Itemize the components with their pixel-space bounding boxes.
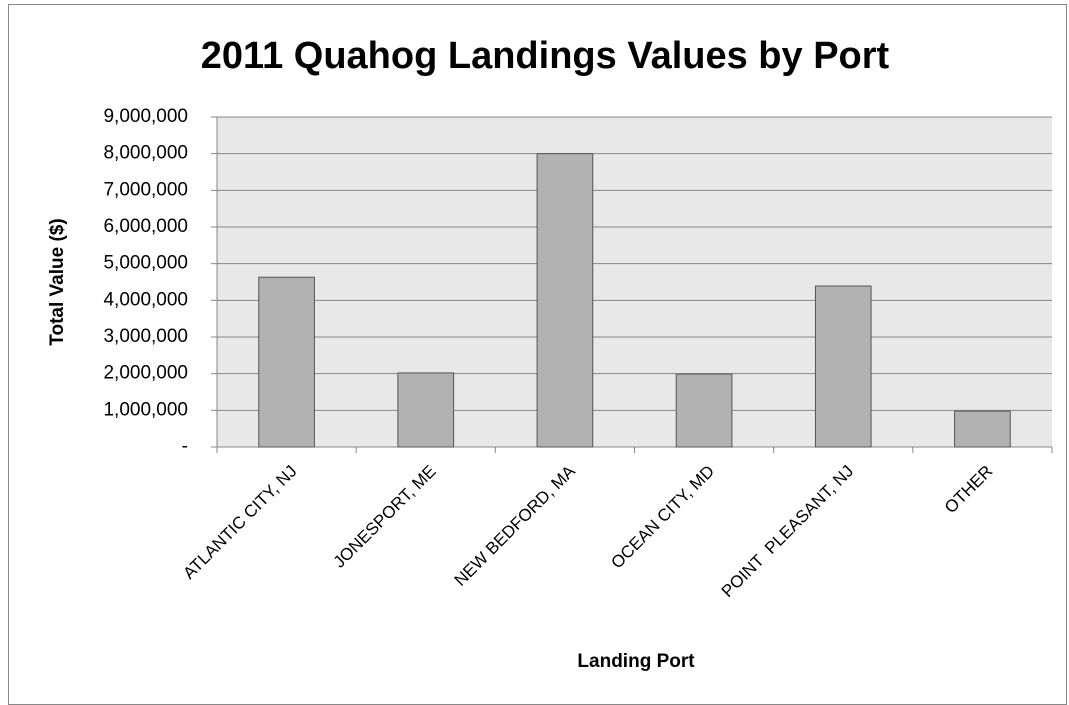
bar: [814, 285, 872, 448]
y-tick-label: 3,000,000: [103, 326, 188, 347]
bar: [675, 373, 733, 448]
y-tick-label: 2,000,000: [103, 363, 188, 384]
y-tick-label: -: [182, 436, 188, 457]
bar: [258, 276, 315, 448]
bar: [954, 410, 1011, 448]
y-tick-label: 7,000,000: [103, 179, 188, 200]
y-tick-label: 1,000,000: [103, 399, 188, 420]
y-tick-label: 6,000,000: [103, 216, 188, 237]
y-tick-label: 5,000,000: [103, 253, 188, 274]
y-tick-label: 4,000,000: [103, 289, 188, 310]
bar: [536, 153, 594, 448]
y-tick-label: 8,000,000: [103, 143, 188, 164]
y-tick-label: 9,000,000: [103, 106, 188, 127]
x-axis-label: Landing Port: [577, 651, 695, 672]
plot-area: [217, 117, 1052, 447]
y-axis-label: Total Value ($): [47, 218, 68, 345]
chart-title: 2011 Quahog Landings Values by Port: [201, 35, 890, 77]
bar: [397, 372, 455, 448]
